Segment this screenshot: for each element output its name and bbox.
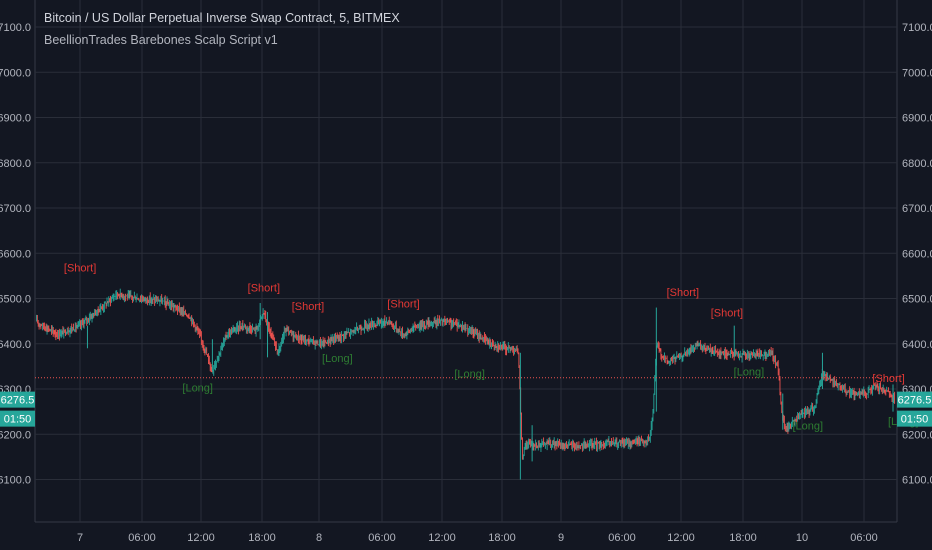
y-tick-label-left: 6100.0 xyxy=(0,475,31,487)
short-signal-label: [Short] xyxy=(387,299,419,311)
y-tick-label-left: 7100.0 xyxy=(0,22,31,34)
y-tick-label-right: 6700.0 xyxy=(902,203,932,215)
countdown-tag-right xyxy=(897,410,932,427)
short-signal-label: [Short] xyxy=(248,283,280,295)
countdown-tag-left xyxy=(0,410,35,427)
x-tick-label: 06:00 xyxy=(850,532,878,544)
symbol-title: Bitcoin / US Dollar Perpetual Inverse Sw… xyxy=(44,11,400,25)
y-tick-label-left: 6800.0 xyxy=(0,158,31,170)
long-signal-label: [Long] xyxy=(322,353,353,365)
y-tick-label-left: 7000.0 xyxy=(0,67,31,79)
x-tick-label: 06:00 xyxy=(128,532,156,544)
y-tick-label-left: 6700.0 xyxy=(0,203,31,215)
x-tick-label: 12:00 xyxy=(187,532,215,544)
long-signal-label: [Long] xyxy=(182,382,213,394)
short-signal-label: [Short] xyxy=(292,301,324,313)
y-tick-label-right: 6600.0 xyxy=(902,248,932,260)
y-tick-label-left: 6600.0 xyxy=(0,248,31,260)
short-signal-label: [Short] xyxy=(667,287,699,299)
x-tick-label: 18:00 xyxy=(248,532,276,544)
y-tick-label-right: 6800.0 xyxy=(902,158,932,170)
countdown-value-left: 01:50 xyxy=(4,414,32,426)
short-signal-label: [Short] xyxy=(872,373,904,385)
plot-area xyxy=(35,0,897,522)
y-tick-label-right: 6400.0 xyxy=(902,339,932,351)
y-tick-label-left: 6900.0 xyxy=(0,113,31,125)
price-tag-value-left: 6276.5 xyxy=(1,395,35,407)
x-tick-label: 7 xyxy=(77,532,83,544)
countdown-value-right: 01:50 xyxy=(901,414,929,426)
x-tick-label: 10 xyxy=(796,532,808,544)
x-tick-label: 12:00 xyxy=(667,532,695,544)
x-tick-label: 18:00 xyxy=(729,532,757,544)
short-signal-label: [Short] xyxy=(64,262,96,274)
y-tick-label-left: 6200.0 xyxy=(0,429,31,441)
y-tick-label-right: 6900.0 xyxy=(902,113,932,125)
x-tick-label: 18:00 xyxy=(488,532,516,544)
long-signal-label: [Long] xyxy=(454,369,485,381)
x-tick-label: 06:00 xyxy=(368,532,396,544)
y-tick-label-left: 6400.0 xyxy=(0,339,31,351)
x-tick-label: 06:00 xyxy=(608,532,636,544)
short-signal-label: [Short] xyxy=(711,308,743,320)
price-tag-value-right: 6276.5 xyxy=(898,395,932,407)
price-tag-left xyxy=(0,391,35,408)
long-signal-label: [Long] xyxy=(734,366,765,378)
y-tick-label-right: 7100.0 xyxy=(902,22,932,34)
y-tick-label-right: 6500.0 xyxy=(902,294,932,306)
x-tick-label: 8 xyxy=(316,532,322,544)
x-tick-label: 12:00 xyxy=(428,532,456,544)
price-tag-right xyxy=(897,391,932,408)
long-signal-label: [Long] xyxy=(792,421,823,433)
y-tick-label-left: 6500.0 xyxy=(0,294,31,306)
y-tick-label-right: 7000.0 xyxy=(902,67,932,79)
y-tick-label-right: 6200.0 xyxy=(902,429,932,441)
y-tick-label-right: 6100.0 xyxy=(902,475,932,487)
study-title: BeellionTrades Barebones Scalp Script v1 xyxy=(44,33,278,47)
x-tick-label: 9 xyxy=(558,532,564,544)
